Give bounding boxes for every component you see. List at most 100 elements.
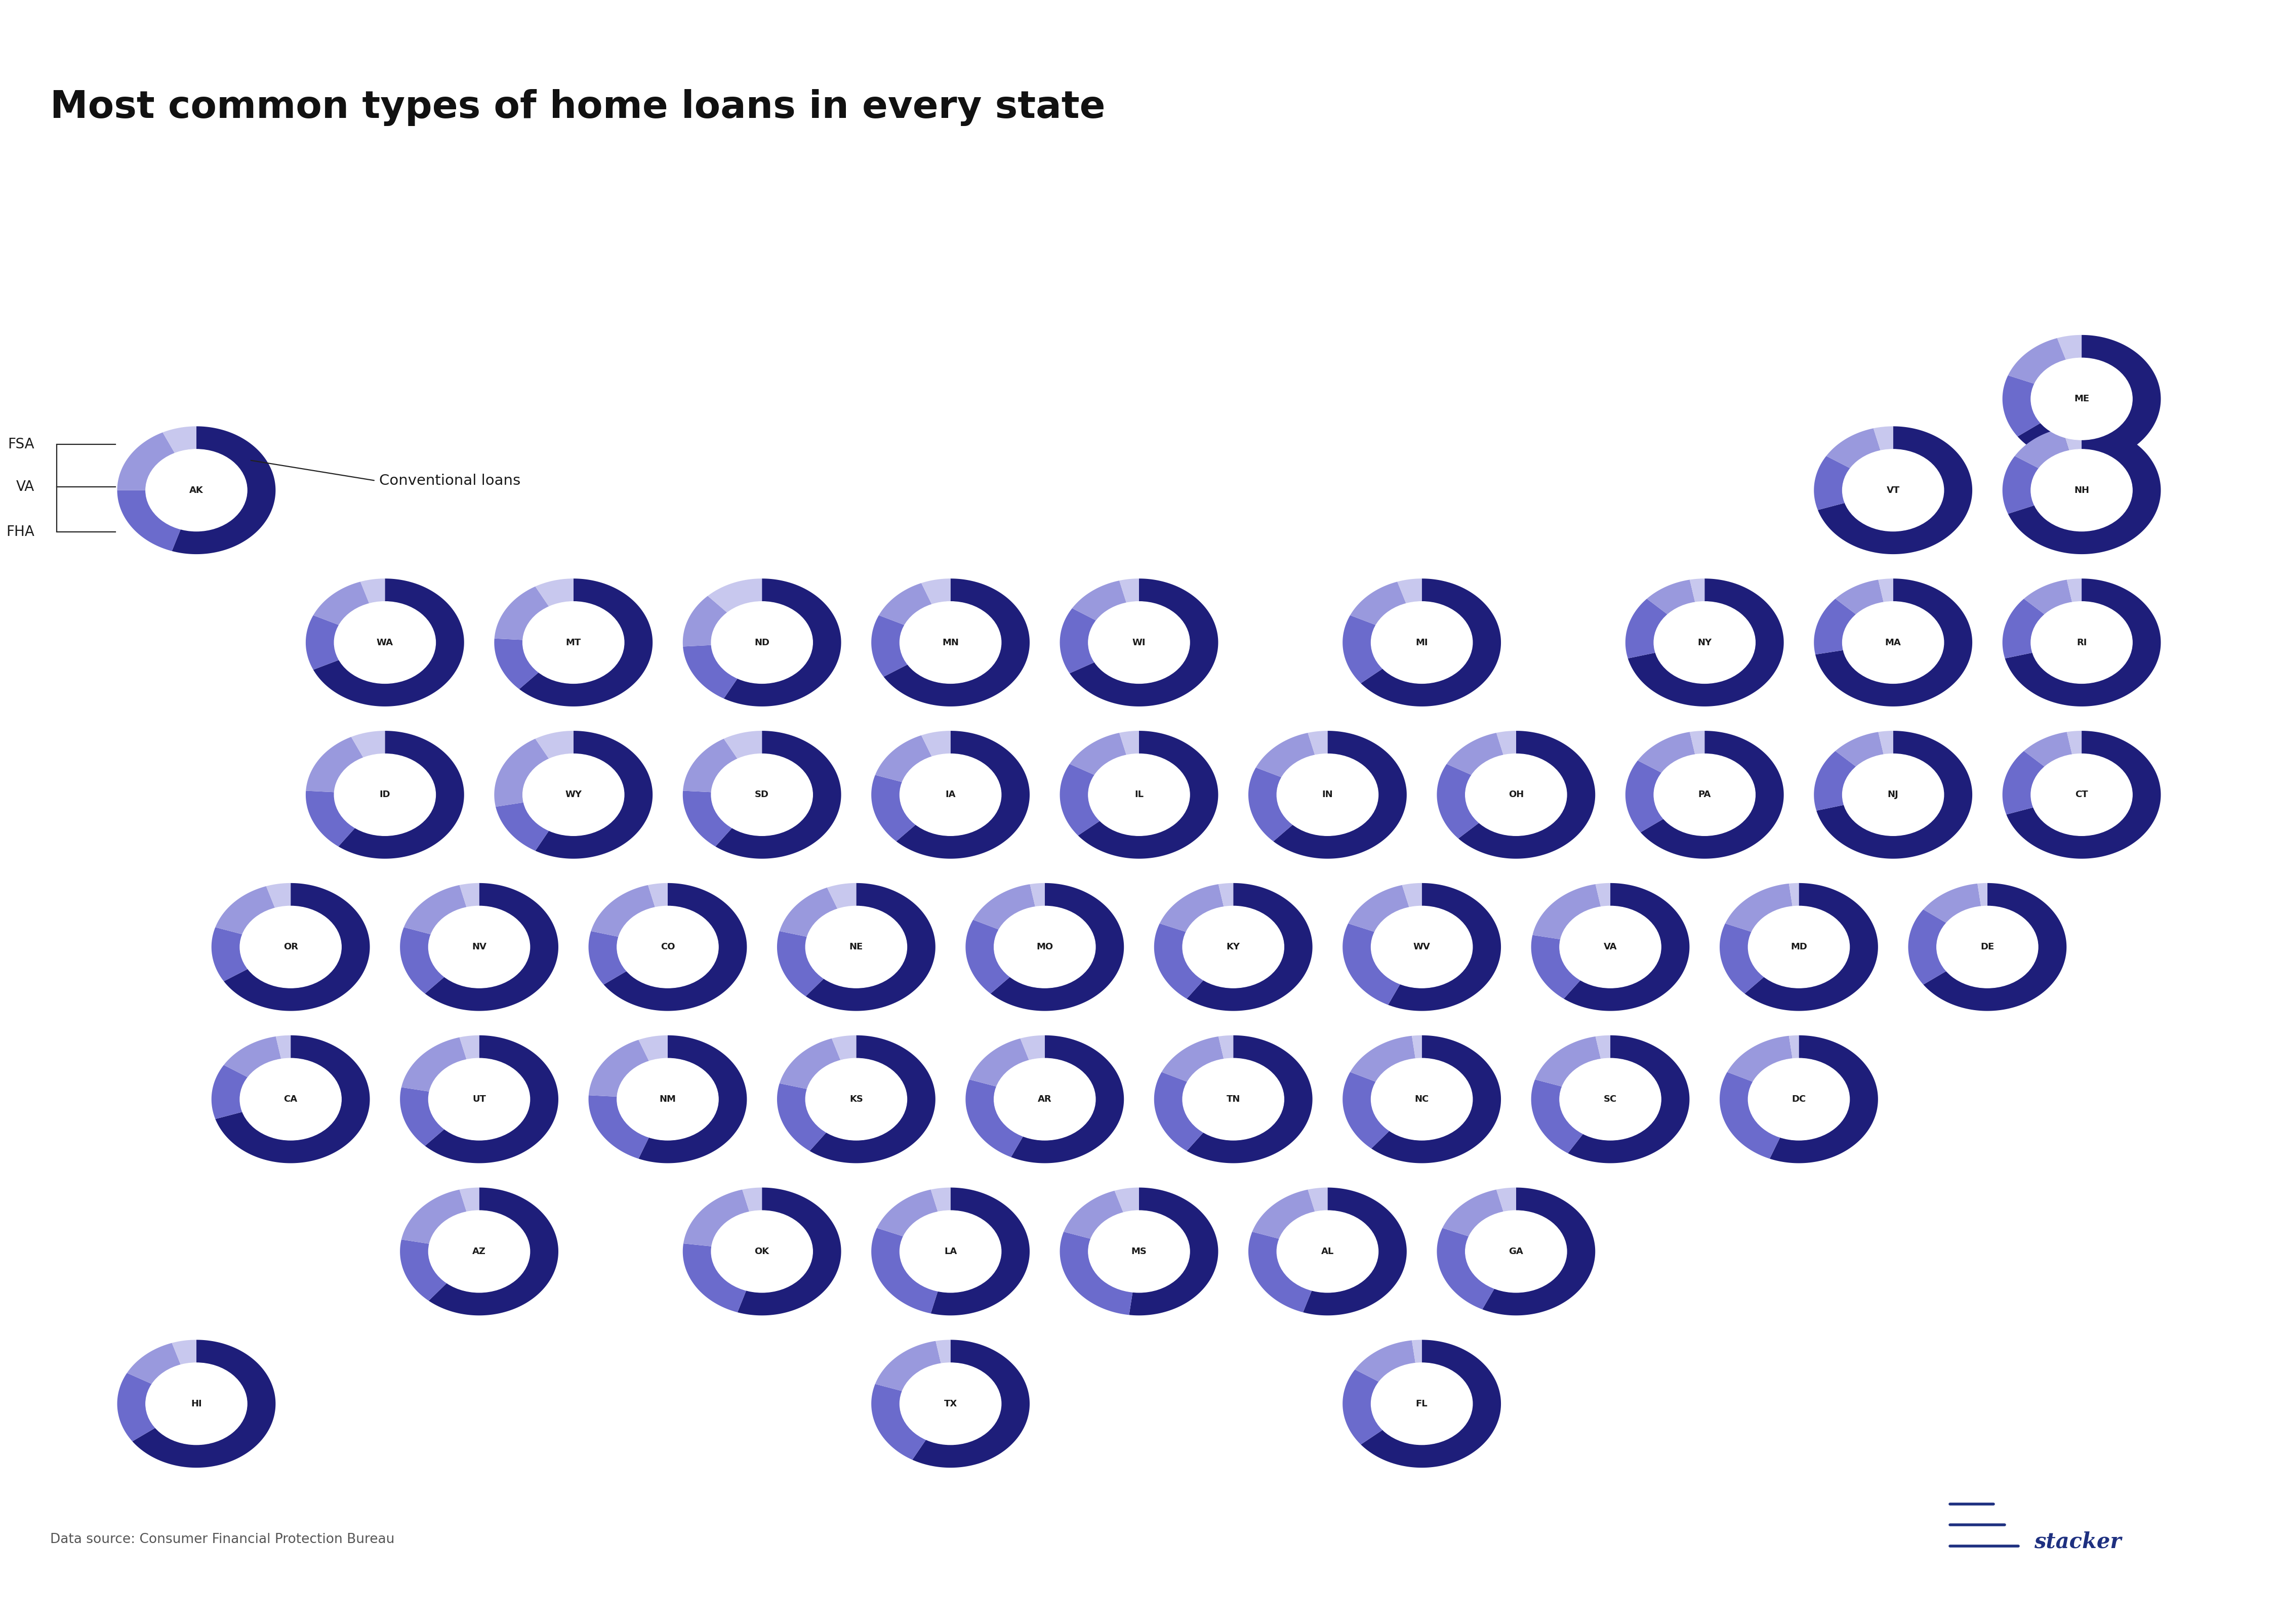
Polygon shape: [1064, 1190, 1123, 1239]
Polygon shape: [604, 883, 747, 1010]
Polygon shape: [588, 1039, 649, 1096]
Polygon shape: [305, 737, 362, 793]
Polygon shape: [1595, 1036, 1611, 1059]
Polygon shape: [1351, 581, 1406, 625]
Polygon shape: [403, 885, 467, 934]
Circle shape: [711, 754, 813, 836]
Polygon shape: [1818, 427, 1973, 554]
Polygon shape: [1563, 883, 1690, 1010]
Circle shape: [2032, 601, 2132, 684]
Circle shape: [239, 1059, 342, 1140]
Text: AZ: AZ: [472, 1247, 485, 1255]
Circle shape: [1747, 1059, 1850, 1140]
Text: DE: DE: [1980, 942, 1993, 952]
Polygon shape: [1813, 456, 1850, 510]
Polygon shape: [1827, 429, 1882, 468]
Polygon shape: [1690, 731, 1704, 755]
Polygon shape: [1412, 1036, 1421, 1059]
Circle shape: [1182, 906, 1285, 987]
Polygon shape: [724, 731, 761, 758]
Polygon shape: [1360, 1340, 1501, 1468]
Polygon shape: [314, 578, 465, 706]
Polygon shape: [2005, 578, 2162, 706]
Polygon shape: [2002, 599, 2046, 658]
Polygon shape: [683, 791, 731, 846]
Polygon shape: [216, 887, 276, 934]
Text: TX: TX: [943, 1400, 957, 1408]
Polygon shape: [494, 638, 538, 689]
Circle shape: [146, 450, 246, 531]
Polygon shape: [970, 1038, 1030, 1086]
Polygon shape: [494, 586, 549, 640]
Polygon shape: [314, 581, 369, 625]
Polygon shape: [1308, 1187, 1328, 1212]
Polygon shape: [1219, 883, 1232, 906]
Polygon shape: [879, 583, 932, 625]
Polygon shape: [1349, 885, 1410, 932]
Text: KY: KY: [1226, 942, 1239, 952]
Circle shape: [1465, 1210, 1567, 1293]
Polygon shape: [724, 578, 841, 706]
Polygon shape: [2002, 750, 2046, 815]
Circle shape: [1560, 1059, 1661, 1140]
Polygon shape: [428, 1187, 558, 1315]
Polygon shape: [870, 1384, 927, 1460]
Polygon shape: [223, 1036, 280, 1077]
Circle shape: [1278, 1210, 1378, 1293]
Polygon shape: [2062, 427, 2082, 450]
Text: NC: NC: [1415, 1095, 1428, 1104]
Polygon shape: [827, 883, 857, 909]
Circle shape: [428, 1210, 531, 1293]
Circle shape: [2032, 450, 2132, 531]
Text: IA: IA: [945, 791, 957, 799]
Polygon shape: [460, 883, 478, 908]
Polygon shape: [1497, 1187, 1517, 1212]
Text: AK: AK: [189, 486, 203, 495]
Circle shape: [1560, 906, 1661, 987]
Circle shape: [1654, 754, 1756, 836]
Text: NJ: NJ: [1888, 791, 1898, 799]
Polygon shape: [497, 802, 549, 851]
Polygon shape: [1640, 731, 1784, 859]
Text: NE: NE: [850, 942, 863, 952]
Polygon shape: [1923, 883, 1982, 922]
Polygon shape: [1255, 732, 1314, 778]
Polygon shape: [590, 885, 656, 937]
Circle shape: [617, 906, 718, 987]
Polygon shape: [777, 1083, 827, 1151]
Circle shape: [617, 1059, 718, 1140]
Text: NY: NY: [1697, 638, 1711, 646]
Polygon shape: [1442, 1189, 1503, 1236]
Polygon shape: [1531, 1080, 1583, 1153]
Text: VT: VT: [1886, 486, 1900, 495]
Polygon shape: [401, 1239, 446, 1301]
Polygon shape: [1118, 578, 1139, 603]
Polygon shape: [1162, 1036, 1223, 1082]
Polygon shape: [128, 1343, 180, 1384]
Text: AL: AL: [1321, 1247, 1335, 1255]
Circle shape: [1747, 906, 1850, 987]
Text: CO: CO: [661, 942, 674, 952]
Text: MI: MI: [1415, 638, 1428, 646]
Polygon shape: [1118, 731, 1139, 755]
Polygon shape: [426, 883, 558, 1010]
Text: CT: CT: [2075, 791, 2089, 799]
Polygon shape: [212, 927, 248, 981]
Polygon shape: [1533, 883, 1601, 939]
Polygon shape: [1155, 1072, 1203, 1151]
Polygon shape: [1155, 924, 1203, 999]
Polygon shape: [519, 578, 652, 706]
Polygon shape: [460, 1187, 478, 1212]
Polygon shape: [2002, 375, 2041, 437]
Circle shape: [1089, 1210, 1189, 1293]
Text: OH: OH: [1508, 791, 1524, 799]
Text: OR: OR: [282, 942, 298, 952]
Text: NV: NV: [472, 942, 487, 952]
Circle shape: [2032, 357, 2132, 440]
Polygon shape: [708, 578, 761, 612]
Polygon shape: [1071, 732, 1125, 775]
Polygon shape: [1059, 1231, 1132, 1315]
Polygon shape: [1567, 1036, 1690, 1163]
Polygon shape: [2007, 338, 2066, 383]
Circle shape: [335, 754, 435, 836]
